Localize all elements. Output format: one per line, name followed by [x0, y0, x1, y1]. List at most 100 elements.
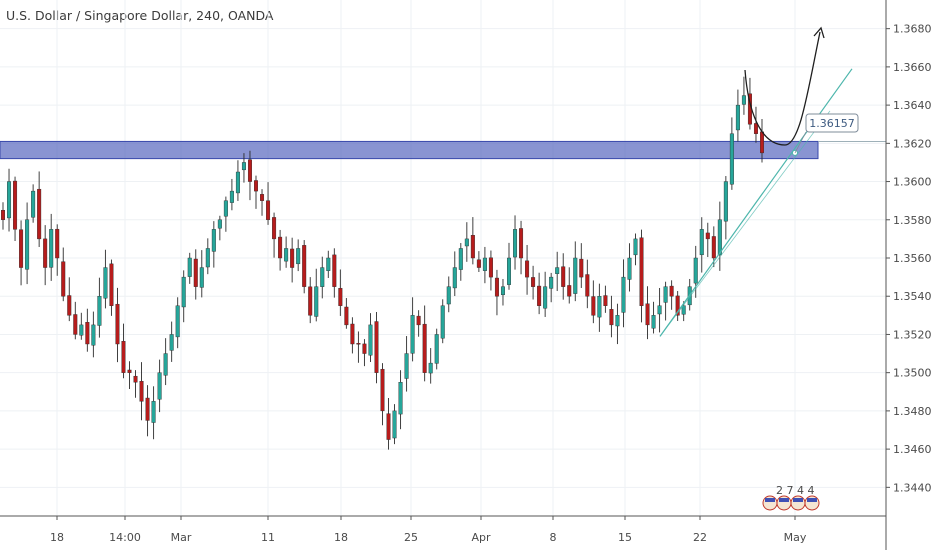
candle-body [428, 362, 433, 374]
candle-body [597, 296, 602, 318]
economic-events-badges: 2 7 4 4 [762, 484, 820, 511]
trendline-channel [659, 110, 831, 337]
candle-body [615, 315, 620, 327]
candle-body [573, 257, 578, 294]
rising-trendline [659, 68, 853, 337]
candle-body [344, 306, 349, 326]
candle-body [603, 295, 608, 306]
candle-body [151, 401, 156, 423]
resistance-zone-layer [0, 140, 886, 160]
candle-body [61, 261, 66, 297]
candle-body [103, 267, 108, 299]
price-label-leader [794, 131, 807, 154]
candle-body [525, 260, 530, 278]
time-tick-label: 8 [550, 531, 557, 544]
price-tick-label: 1.34600 [893, 443, 932, 456]
candle-body [416, 315, 421, 326]
candle-body [741, 95, 746, 105]
candle-body [657, 305, 662, 315]
price-tick-label: 1.36800 [893, 23, 932, 36]
candle-body [127, 369, 132, 373]
candle-body [470, 235, 475, 259]
candle-body [549, 276, 554, 289]
candle-body [567, 285, 572, 297]
candle-body [157, 372, 162, 400]
candle-body [253, 180, 258, 192]
price-tick-label: 1.35000 [893, 367, 932, 380]
candle-body [675, 295, 680, 316]
candle-body [13, 180, 18, 230]
time-tick-label: 18 [334, 531, 348, 544]
price-axis: 1.36800 1.36600 1.36400 1.36200 1.36000 1.358… [885, 0, 932, 550]
candle-body [386, 413, 391, 440]
candle-body [326, 257, 331, 271]
price-tick-label: 1.35400 [893, 290, 932, 303]
candle-body [193, 258, 198, 287]
candle-body [314, 286, 319, 317]
candle-body [79, 324, 84, 336]
candle-body [109, 263, 114, 306]
candle-body [368, 324, 373, 356]
candle-body [308, 286, 313, 316]
candle-body [507, 257, 512, 285]
candle-body [681, 305, 686, 315]
candle-body [223, 200, 228, 217]
time-tick-label: Apr [471, 531, 491, 544]
candle-body [25, 219, 30, 270]
candle-body [37, 188, 42, 240]
price-tick-label: 1.35800 [893, 214, 932, 227]
candle-body [561, 266, 566, 287]
projected-path [744, 31, 821, 146]
candle-body [241, 162, 246, 171]
time-tick-label: 22 [693, 531, 707, 544]
price-tick-label: 1.36400 [893, 99, 932, 112]
time-tick-label: 11 [261, 531, 275, 544]
price-tick-label: 1.35600 [893, 252, 932, 265]
projected-path-arrowhead [813, 26, 825, 39]
candle-body [645, 303, 650, 326]
candle-body [392, 410, 397, 439]
candle-body [374, 321, 379, 373]
candle-body [1, 210, 5, 220]
candle-body [115, 303, 120, 345]
candle-body [350, 323, 355, 345]
time-tick-label: 14:00 [109, 531, 141, 544]
candle-body [187, 257, 192, 277]
candle-body [211, 229, 216, 252]
candle-body [380, 368, 385, 412]
flag-canton [793, 498, 803, 502]
price-tick-label: 1.36200 [893, 137, 932, 150]
candle-body [278, 236, 283, 259]
candle-body [717, 219, 722, 256]
chart-grid [0, 0, 886, 516]
candle-body [669, 285, 674, 297]
flag-canton [807, 498, 817, 502]
candle-body [422, 323, 427, 373]
candle-body [633, 238, 638, 256]
time-tick-label: 18 [50, 531, 64, 544]
candle-body [91, 324, 96, 346]
flag-canton [765, 498, 775, 502]
candle-body [735, 104, 740, 131]
candle-body [482, 257, 487, 271]
candle-body [434, 334, 439, 364]
candle-body [705, 232, 710, 240]
price-tick-label: 1.36600 [893, 61, 932, 74]
candle-body [199, 267, 204, 288]
candle-body [235, 171, 240, 194]
candle-body [356, 343, 361, 345]
candle-body [760, 131, 765, 154]
candle-body [458, 248, 463, 270]
candle-body [175, 305, 180, 338]
candle-body [145, 397, 150, 421]
price-tick-label: 1.35200 [893, 328, 932, 341]
events-count-label: 2 7 4 4 [776, 484, 814, 497]
candle-body [639, 237, 644, 306]
candle-body [31, 190, 36, 218]
candle-body [711, 236, 716, 259]
candle-body [446, 286, 451, 305]
candle-body [7, 181, 12, 219]
price-tick-label: 1.34800 [893, 405, 932, 418]
candle-body [579, 258, 584, 278]
candle-body [404, 353, 409, 379]
